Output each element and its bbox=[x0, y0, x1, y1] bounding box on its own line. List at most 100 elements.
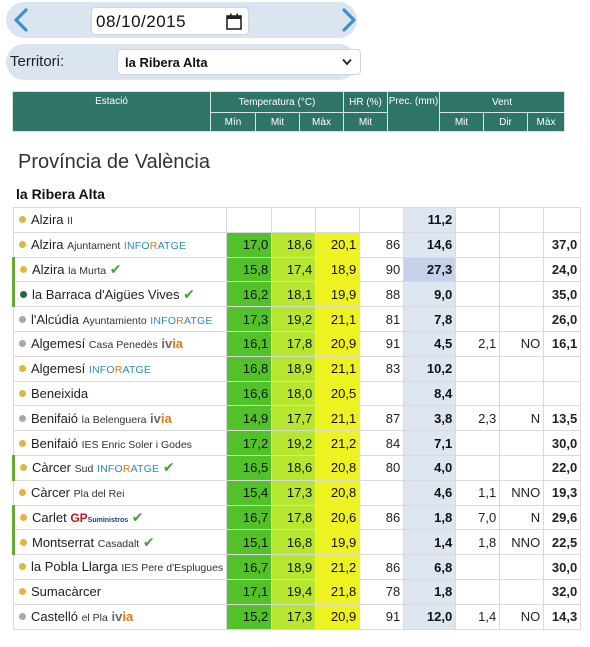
table-row[interactable]: Alzira la Murta ✔ 15,8 17,4 18,9 90 27,3 24,0 bbox=[11, 256, 582, 283]
station-cell[interactable]: Benifaió la Belenguera ivia bbox=[12, 405, 228, 432]
table-row[interactable]: Algemesí INFORATGE 16,8 18,9 21,1 83 10,2 bbox=[12, 355, 582, 382]
station-cell[interactable]: Castelló el Pla ivia bbox=[12, 603, 228, 630]
station-name[interactable]: Carlet bbox=[32, 509, 67, 525]
wind-mit-cell bbox=[455, 207, 501, 233]
chevron-right-icon[interactable] bbox=[336, 8, 360, 32]
station-cell[interactable]: Algemesí Casa Penedès ivia bbox=[12, 330, 228, 357]
station-cell[interactable]: la Barraca d'Aigües Vives ✔ bbox=[11, 281, 228, 308]
temp-max-cell: 20,5 bbox=[315, 380, 361, 407]
wind-mit-cell: 2,1 bbox=[455, 330, 501, 357]
ivia-logo: ivia bbox=[161, 336, 184, 352]
col-header-hr-mit[interactable]: Mit bbox=[343, 112, 388, 132]
table-row[interactable]: l'Alcúdia Ayuntamiento INFORATGE 17,3 19,2… bbox=[12, 306, 582, 332]
station-name[interactable]: la Pobla Llarga bbox=[31, 558, 118, 574]
territory-selected-value[interactable]: la Ribera Alta bbox=[125, 55, 208, 70]
table-row[interactable]: Carlet GPSuministros ✔ 16,7 17,8 20,6 86 1,8 7… bbox=[11, 504, 582, 531]
col-header-vent-dir[interactable]: Dir bbox=[483, 112, 528, 132]
station-name[interactable]: Castelló bbox=[31, 609, 78, 625]
station-name[interactable]: Alzira bbox=[31, 212, 64, 228]
col-header-temp-max[interactable]: Màx bbox=[299, 112, 344, 132]
station-cell[interactable]: Càrcer Pla del Rei bbox=[12, 479, 228, 506]
ivia-logo: ivia bbox=[150, 410, 172, 426]
temp-mit-cell: 18,0 bbox=[271, 380, 317, 407]
col-header-prec[interactable]: Prec. (mm) bbox=[387, 91, 440, 132]
temp-min-cell: 16,1 bbox=[226, 330, 273, 357]
temp-max-cell: 21,8 bbox=[315, 578, 361, 605]
col-header-temp-mit[interactable]: Mit bbox=[255, 112, 300, 132]
date-input[interactable]: 08/10/2015 bbox=[91, 7, 249, 35]
station-cell[interactable]: Sumacàrcer bbox=[12, 578, 228, 605]
chevron-down-icon[interactable] bbox=[342, 58, 352, 66]
station-cell[interactable]: Algemesí INFORATGE bbox=[12, 355, 228, 382]
station-cell[interactable]: Alzira la Murta ✔ bbox=[11, 256, 228, 283]
temp-max-cell: 21,1 bbox=[315, 405, 361, 432]
station-cell[interactable]: Alzira II bbox=[12, 207, 228, 233]
station-name[interactable]: Benifaió bbox=[31, 435, 78, 451]
table-row[interactable]: la Barraca d'Aigües Vives ✔ 16,2 18,1 19,9 8… bbox=[11, 281, 582, 308]
temp-mit-cell bbox=[271, 207, 317, 233]
station-name[interactable]: Montserrat bbox=[32, 534, 95, 550]
col-header-temp-min[interactable]: Mín bbox=[210, 112, 256, 132]
station-name[interactable]: Benifaió bbox=[31, 410, 78, 426]
station-cell[interactable]: Benifaió IES Enric Soler i Godes bbox=[12, 430, 228, 456]
station-subname: IES Enric Soler i Godes bbox=[81, 438, 192, 451]
station-name[interactable]: Càrcer bbox=[31, 485, 71, 501]
hr-cell bbox=[359, 479, 405, 506]
table-row[interactable]: Benifaió IES Enric Soler i Godes 17,2 19,… bbox=[12, 430, 582, 456]
station-name[interactable]: l'Alcúdia bbox=[31, 311, 80, 327]
station-name[interactable]: Sumacàrcer bbox=[31, 584, 102, 600]
col-header-hr[interactable]: HR (%) bbox=[343, 91, 388, 113]
col-header-vent[interactable]: Vent bbox=[439, 91, 565, 113]
station-subname: Casa Penedès bbox=[88, 339, 158, 352]
wind-dir-cell bbox=[499, 306, 545, 332]
table-row[interactable]: Algemesí Casa Penedès ivia 16,1 17,8 20,9 91… bbox=[12, 330, 582, 357]
table-row[interactable]: Castelló el Pla ivia 15,2 17,3 20,9 91 12,0 1,… bbox=[12, 603, 582, 630]
prec-cell: 10,2 bbox=[403, 355, 457, 382]
temp-mit-cell: 17,3 bbox=[271, 479, 317, 506]
temp-max-cell: 21,1 bbox=[315, 355, 361, 382]
date-value[interactable]: 08/10/2015 bbox=[96, 12, 187, 31]
station-cell[interactable]: Montserrat Casadalt ✔ bbox=[11, 529, 228, 556]
hr-cell: 86 bbox=[359, 231, 405, 258]
table-row[interactable]: Beneixida 16,6 18,0 20,5 8,4 bbox=[12, 380, 582, 407]
station-cell[interactable]: Càrcer Sud INFORATGE ✔ bbox=[11, 454, 228, 481]
station-name[interactable]: Algemesí bbox=[31, 361, 86, 377]
station-cell[interactable]: Carlet GPSuministros ✔ bbox=[11, 504, 228, 531]
station-name[interactable]: Càrcer bbox=[32, 460, 72, 476]
territory-select[interactable]: la Ribera Alta bbox=[117, 49, 361, 75]
table-row[interactable]: Alzira Ajuntament INFORATGE 17,0 18,6 20,1 8… bbox=[12, 231, 582, 258]
prec-cell: 11,2 bbox=[403, 207, 457, 233]
station-cell[interactable]: Alzira Ajuntament INFORATGE bbox=[12, 231, 228, 258]
table-row[interactable]: Càrcer Pla del Rei 15,4 17,3 20,8 4,6 1,1 NNO… bbox=[12, 479, 582, 506]
col-header-estacio[interactable]: Estació bbox=[12, 91, 211, 132]
wind-max-cell: 22,0 bbox=[543, 454, 582, 481]
station-cell[interactable]: l'Alcúdia Ayuntamiento INFORATGE bbox=[12, 306, 228, 332]
station-cell[interactable]: Beneixida bbox=[12, 380, 228, 407]
hr-cell bbox=[359, 207, 405, 233]
station-cell[interactable]: la Pobla Llarga IES Pere d'Esplugues bbox=[12, 554, 228, 580]
table-row[interactable]: Benifaió la Belenguera ivia 14,9 17,7 21,1 8… bbox=[12, 405, 582, 432]
table-row[interactable]: Alzira II 11,2 bbox=[12, 207, 582, 233]
table-row[interactable]: Sumacàrcer 17,1 19,4 21,8 78 1,8 32,0 bbox=[12, 578, 582, 605]
table-row[interactable]: la Pobla Llarga IES Pere d'Esplugues 16,… bbox=[12, 554, 582, 580]
station-subname: II bbox=[67, 215, 73, 228]
station-name[interactable]: Beneixida bbox=[31, 385, 89, 401]
hr-cell: 90 bbox=[359, 256, 405, 283]
col-header-vent-max[interactable]: Màx bbox=[527, 112, 565, 132]
hr-cell: 78 bbox=[359, 578, 405, 605]
wind-dir-cell: NNO bbox=[499, 529, 545, 556]
station-name[interactable]: la Barraca d'Aigües Vives bbox=[32, 286, 180, 302]
table-row[interactable]: Montserrat Casadalt ✔ 15,1 16,8 19,9 1,4 1,8 N… bbox=[11, 529, 582, 556]
table-row[interactable]: Càrcer Sud INFORATGE ✔ 16,5 18,6 20,8 80 4,0 2… bbox=[11, 454, 582, 481]
station-name[interactable]: Alzira bbox=[32, 261, 65, 277]
station-name[interactable]: Alzira bbox=[31, 237, 64, 253]
station-status-dot-icon bbox=[20, 464, 27, 472]
station-name[interactable]: Algemesí bbox=[31, 336, 86, 352]
chevron-left-icon[interactable] bbox=[10, 8, 34, 32]
calendar-icon[interactable] bbox=[226, 13, 242, 30]
temp-mit-cell: 18,9 bbox=[271, 355, 317, 382]
wind-max-cell: 13,5 bbox=[543, 405, 582, 432]
temp-max-cell: 20,9 bbox=[315, 330, 361, 357]
col-header-vent-mit[interactable]: Mit bbox=[439, 112, 484, 132]
col-header-temperatura[interactable]: Temperatura (°C) bbox=[210, 91, 344, 113]
